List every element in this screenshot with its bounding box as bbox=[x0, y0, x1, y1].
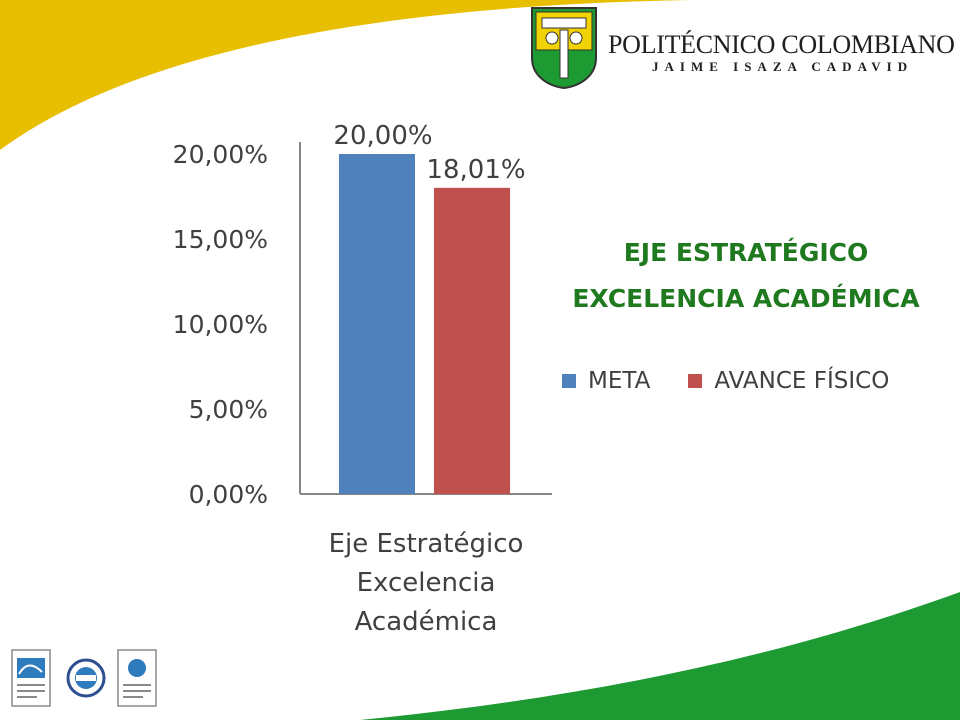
logo-subtitle: JAIME ISAZA CADAVID bbox=[652, 59, 914, 74]
x-category-label-line: Académica bbox=[355, 607, 498, 637]
x-category-label: Eje Estratégico Excelencia Académica bbox=[329, 529, 524, 637]
certification-seal-icon bbox=[117, 649, 157, 707]
legend-swatch-meta bbox=[562, 374, 576, 388]
legend-label-avance: AVANCE FÍSICO bbox=[714, 368, 890, 394]
y-tick-label: 15,00% bbox=[173, 225, 268, 254]
green-wave bbox=[360, 592, 960, 720]
certification-seal-icon bbox=[11, 649, 51, 707]
x-category-label-line: Excelencia bbox=[357, 568, 496, 598]
bar-data-label: 20,00% bbox=[333, 121, 432, 151]
y-tick-label: 20,00% bbox=[173, 140, 268, 169]
bar-data-label: 18,01% bbox=[426, 155, 525, 185]
y-tick-label: 10,00% bbox=[173, 310, 268, 339]
chart-legend: META AVANCE FÍSICO bbox=[562, 365, 927, 397]
bars bbox=[339, 154, 510, 494]
logo-name: POLITÉCNICO COLOMBIANO bbox=[608, 30, 955, 59]
x-category-label-line: Eje Estratégico bbox=[329, 529, 524, 559]
legend-label-meta: META bbox=[588, 368, 651, 394]
yellow-wave bbox=[0, 0, 690, 150]
iqnet-seal-icon bbox=[66, 658, 106, 698]
y-axis-ticks: 0,00% 5,00% 10,00% 15,00% 20,00% bbox=[173, 140, 268, 509]
legend-item-meta: META bbox=[562, 368, 650, 394]
coat-of-arms-icon bbox=[531, 7, 597, 90]
y-tick-label: 5,00% bbox=[189, 395, 268, 424]
y-tick-label: 0,00% bbox=[189, 480, 268, 509]
legend-item-avance: AVANCE FÍSICO bbox=[688, 368, 889, 394]
side-title-line-2: EXCELENCIA ACADÉMICA bbox=[572, 284, 920, 313]
bar-meta bbox=[339, 154, 415, 494]
bar-data-labels: 20,00% 18,01% bbox=[333, 121, 525, 185]
certification-seals bbox=[11, 649, 157, 707]
legend-swatch-avance bbox=[688, 374, 703, 388]
institution-logo: POLITÉCNICO COLOMBIANO JAIME ISAZA CADAV… bbox=[528, 6, 960, 90]
side-title-line-1: EJE ESTRATÉGICO bbox=[623, 238, 869, 267]
bar-avance-fisico bbox=[434, 187, 510, 494]
